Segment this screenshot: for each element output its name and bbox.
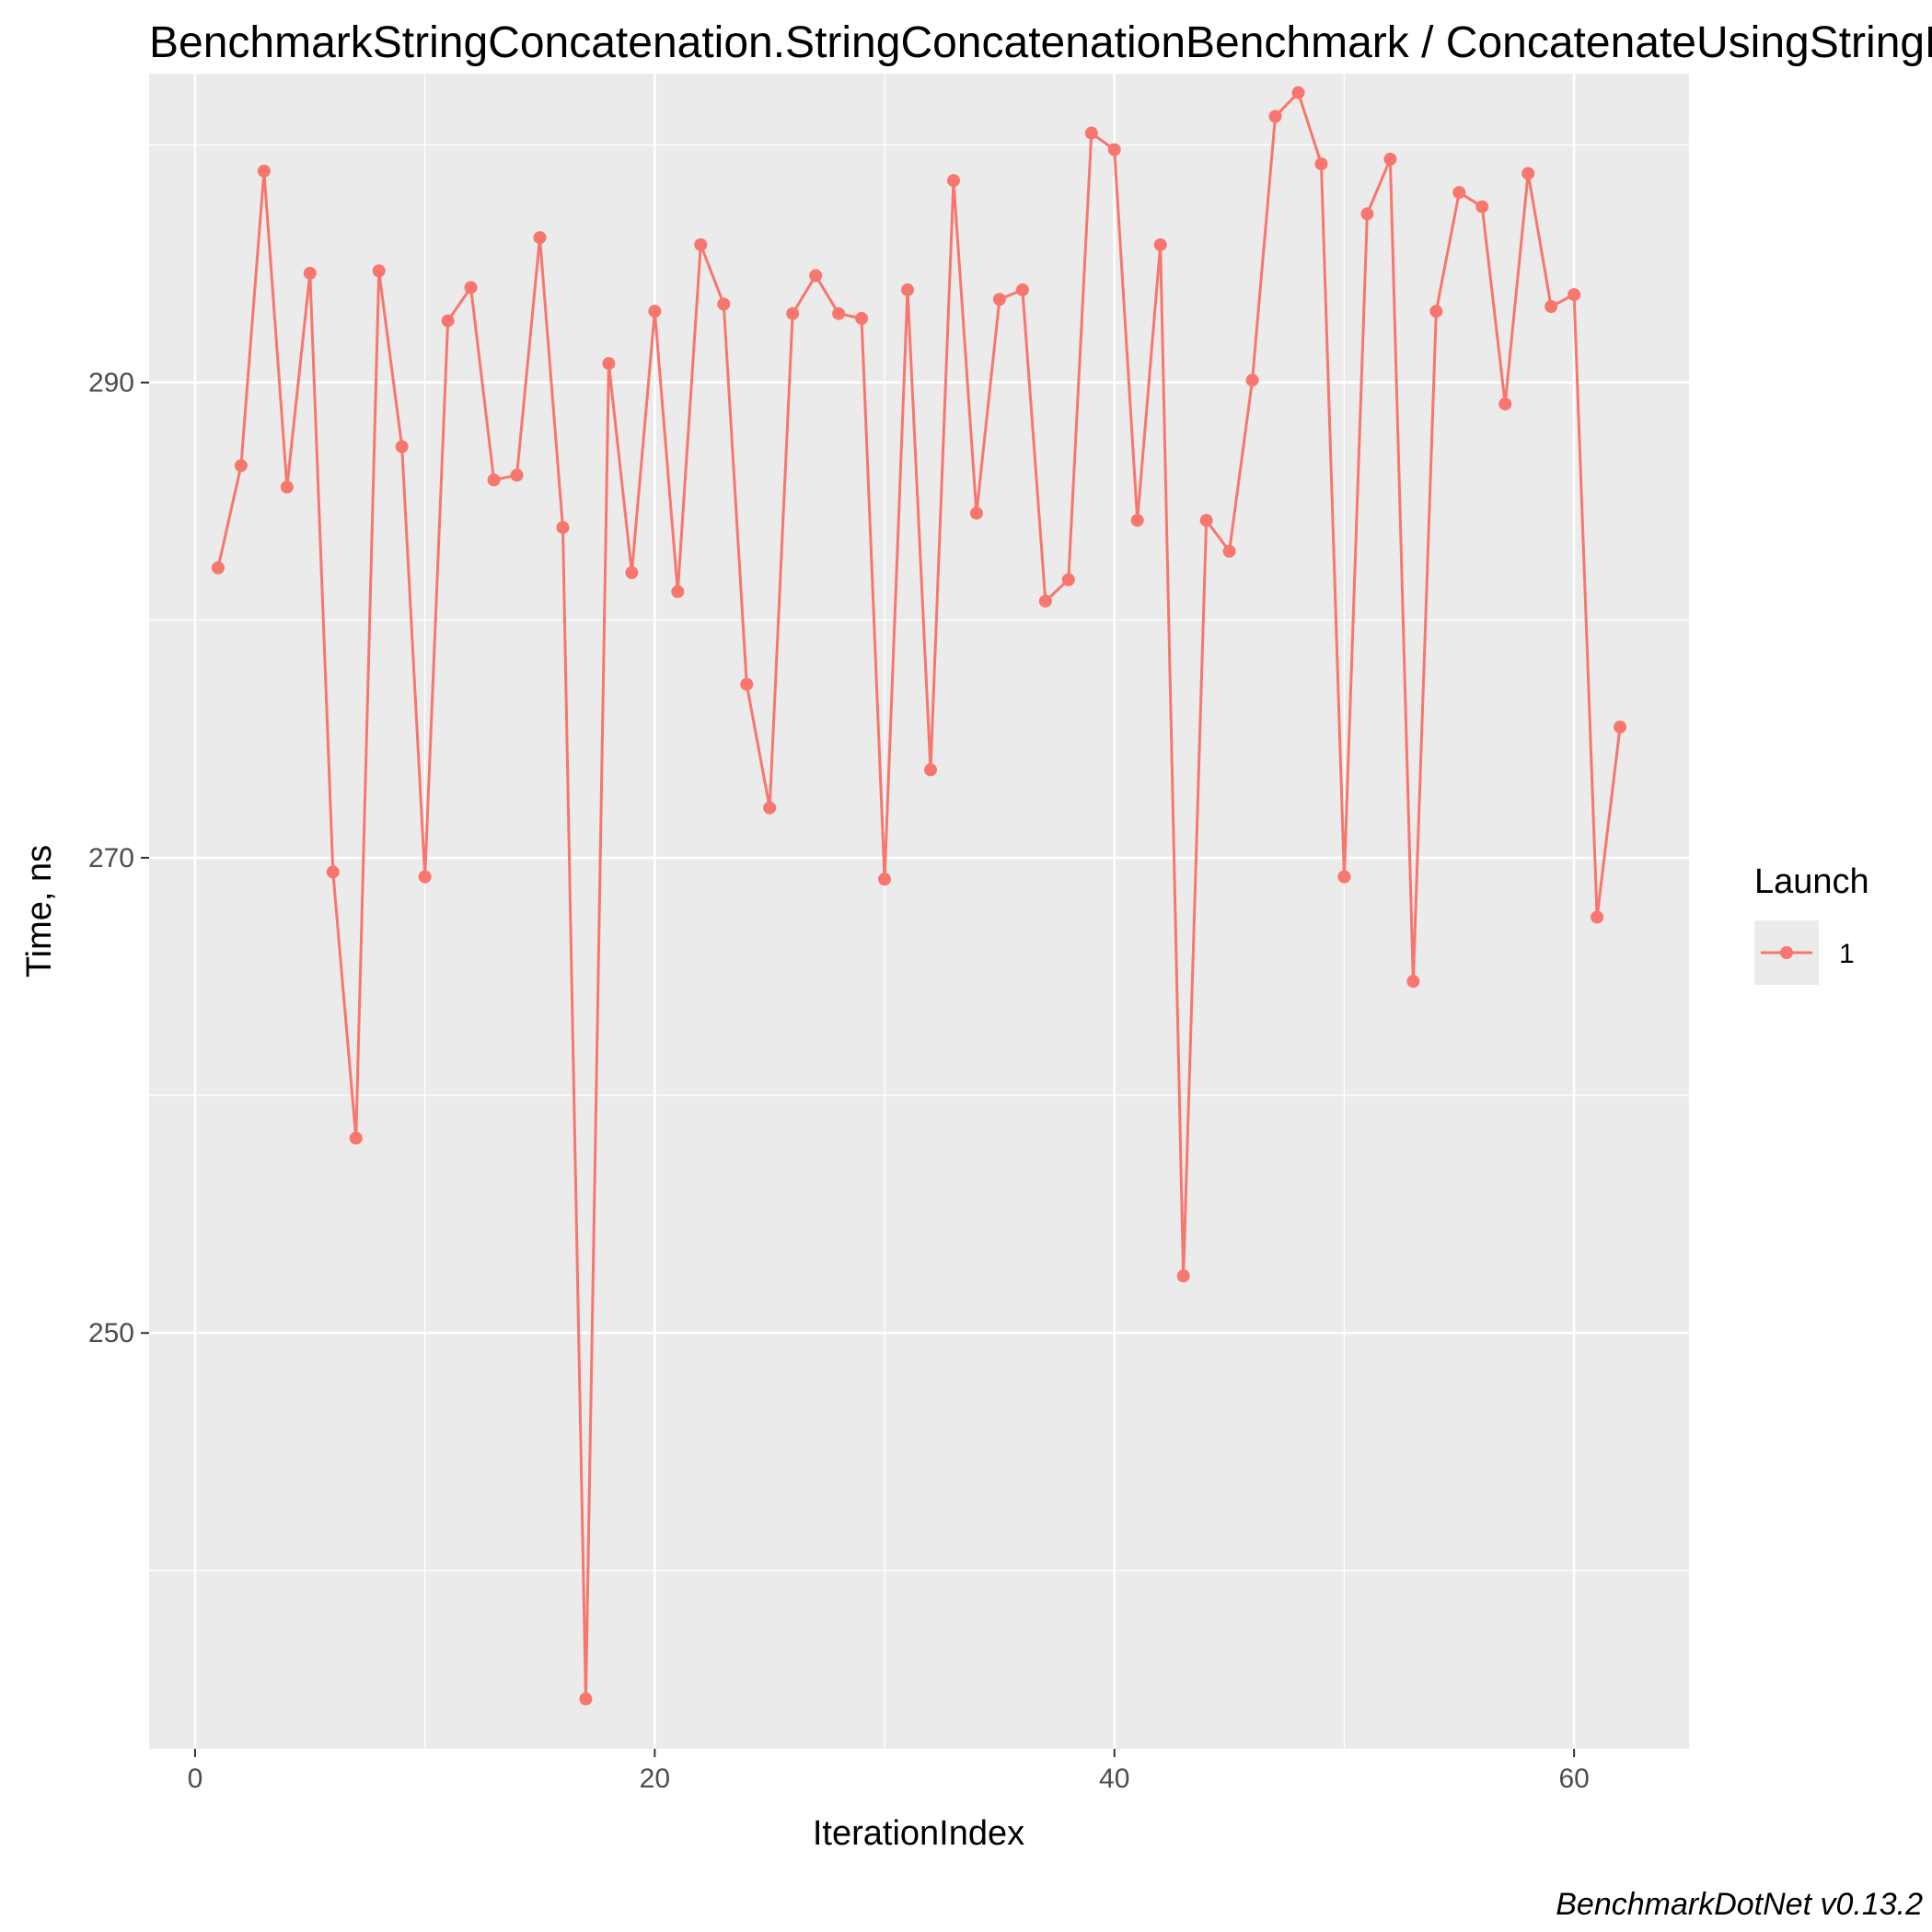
- data-point: [671, 584, 685, 598]
- x-tick-label: 40: [1099, 1764, 1129, 1794]
- legend-title: Launch: [1754, 862, 1869, 901]
- axis-ticks: 0 20 40 60 250 270 290: [88, 368, 1590, 1794]
- data-point: [349, 1131, 363, 1145]
- data-point: [464, 281, 478, 295]
- data-point: [533, 231, 547, 245]
- data-point: [809, 269, 823, 283]
- data-point: [556, 521, 570, 535]
- data-point: [1337, 870, 1351, 884]
- data-point: [855, 311, 869, 325]
- data-point: [717, 297, 731, 311]
- data-point: [1038, 595, 1052, 608]
- grid-lines: [149, 74, 1689, 1749]
- data-point: [969, 506, 983, 520]
- y-axis-title: Time, ns: [20, 845, 59, 978]
- x-tick-label: 0: [188, 1764, 203, 1794]
- y-tick-label: 250: [88, 1318, 134, 1348]
- data-point: [786, 307, 800, 320]
- data-point: [579, 1692, 593, 1706]
- data-point: [625, 566, 639, 580]
- data-point: [372, 264, 386, 278]
- legend-label-series-1: 1: [1839, 939, 1855, 969]
- data-point: [326, 865, 340, 879]
- data-point: [832, 307, 846, 320]
- chart-title: BenchmarkStringConcatenation.StringConca…: [149, 18, 1932, 67]
- data-point: [234, 458, 248, 472]
- data-point: [648, 305, 662, 318]
- data-point: [878, 873, 892, 886]
- legend: Launch 1: [1754, 862, 1869, 985]
- data-point: [1406, 975, 1420, 989]
- data-point: [1591, 910, 1604, 924]
- data-point: [1107, 143, 1121, 156]
- caption: BenchmarkDotNet v0.13.2: [1556, 1887, 1923, 1922]
- data-point: [1268, 110, 1282, 123]
- data-point: [1199, 514, 1213, 527]
- data-point: [303, 266, 317, 280]
- series-line: [216, 91, 1622, 1701]
- data-point: [1222, 544, 1236, 558]
- data-point: [1245, 374, 1259, 388]
- data-point: [923, 763, 937, 777]
- data-point: [602, 356, 616, 370]
- data-point: [211, 561, 225, 574]
- data-point: [1015, 283, 1029, 296]
- data-point: [992, 293, 1006, 307]
- x-tick-label: 60: [1558, 1764, 1589, 1794]
- data-point: [1061, 573, 1075, 586]
- data-point: [510, 469, 524, 482]
- data-point: [694, 237, 708, 251]
- data-point: [1153, 237, 1167, 251]
- data-point: [1314, 157, 1328, 171]
- data-point: [1544, 299, 1558, 313]
- data-point: [1084, 126, 1098, 140]
- legend-key-point: [1780, 946, 1793, 959]
- data-point: [487, 473, 501, 487]
- data-point: [1429, 305, 1443, 318]
- data-point: [1521, 167, 1535, 180]
- data-point: [1291, 86, 1305, 99]
- y-tick-label: 270: [88, 843, 134, 873]
- series-layer: [211, 86, 1627, 1706]
- data-point: [1475, 200, 1489, 214]
- y-tick-label: 290: [88, 368, 134, 399]
- data-point: [257, 164, 271, 178]
- data-point: [441, 314, 455, 328]
- data-point: [1130, 514, 1144, 527]
- data-point: [1614, 720, 1627, 734]
- x-axis-title: IterationIndex: [813, 1814, 1024, 1853]
- data-point: [1452, 186, 1466, 200]
- data-point: [1360, 207, 1374, 221]
- data-point: [740, 677, 754, 691]
- data-point: [946, 174, 960, 188]
- data-point: [1498, 397, 1512, 411]
- data-point: [280, 480, 294, 494]
- plot-panel: [149, 74, 1689, 1749]
- data-point: [395, 440, 409, 454]
- data-point: [1176, 1269, 1190, 1283]
- data-point: [1383, 152, 1397, 166]
- data-point: [901, 283, 915, 296]
- data-point: [418, 870, 432, 884]
- data-point: [763, 801, 777, 815]
- x-tick-label: 20: [640, 1764, 670, 1794]
- data-point: [1568, 288, 1581, 302]
